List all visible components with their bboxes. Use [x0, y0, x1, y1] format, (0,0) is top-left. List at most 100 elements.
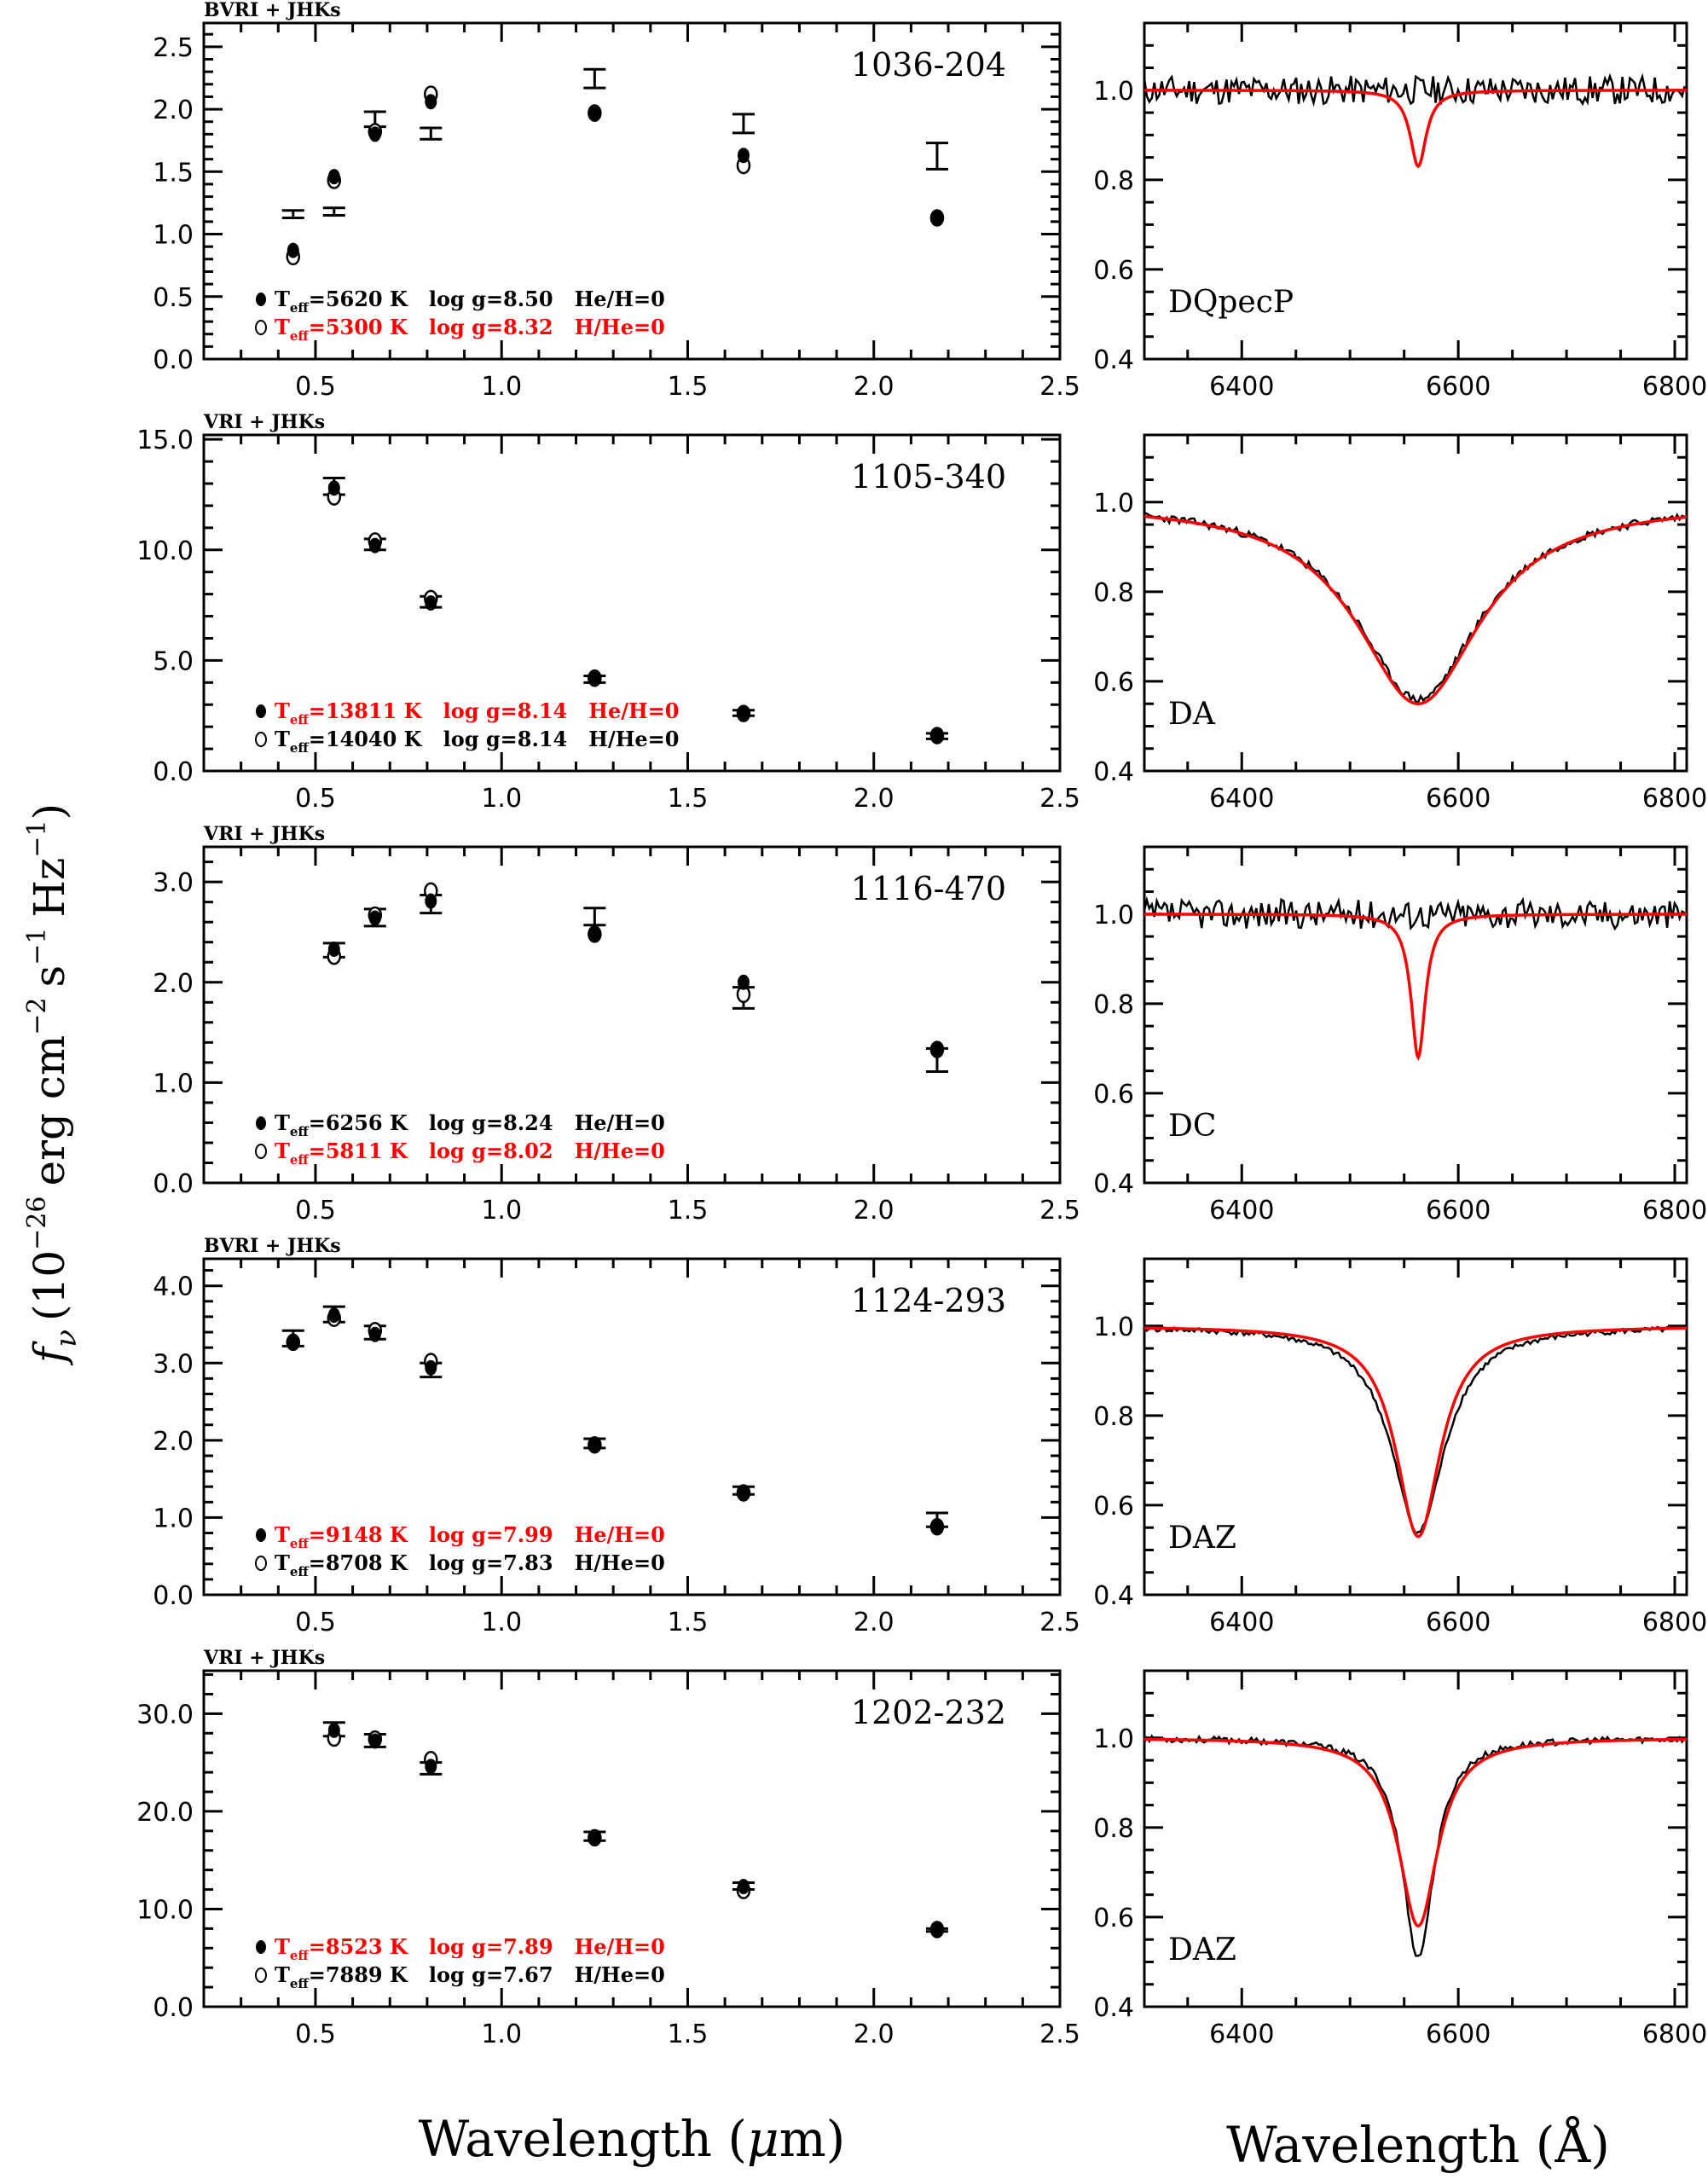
spectrum-plot: 6400 6600 6800 0.4 0.6 0.8 1.0 DAZ: [1093, 1669, 1707, 2049]
model-point-filled: [930, 1040, 943, 1057]
legend-marker-filled: [256, 1528, 266, 1542]
model-spectrum-line: [1144, 1737, 1687, 1928]
y-tick-label: 0.0: [153, 1993, 194, 2023]
legend-marker-open: [255, 1967, 267, 1983]
legend-static: T: [275, 727, 290, 751]
legend-entry: Teff=13811 K log g=8.14 He/H=0: [256, 698, 680, 727]
photometry-frame: [202, 1669, 1062, 2008]
y-tick-label: 0.8: [1093, 578, 1134, 608]
legend-marker-filled: [256, 704, 266, 718]
ylabel-erg: erg cm: [25, 1035, 74, 1186]
x-tick-label: 6400: [1209, 372, 1274, 402]
ylabel-exp26: −26: [22, 1197, 52, 1250]
model-point-filled: [588, 1831, 601, 1846]
left-xlabel-unit: m): [779, 2110, 846, 2168]
model-point-filled: [327, 941, 340, 957]
legend-marker-filled: [256, 1940, 266, 1954]
x-tick-label: 2.5: [1039, 372, 1080, 402]
y-tick-label: 0.8: [1093, 166, 1134, 196]
model-spectrum-line: [1144, 913, 1687, 1061]
spectrum-frame: [1143, 845, 1688, 1185]
legend-static: eff: [290, 712, 310, 727]
legend-value: 5300: [326, 315, 383, 339]
legend-static: eff: [290, 740, 310, 756]
object-name: 1105-340: [851, 458, 1006, 495]
y-tick-label: 0.8: [1093, 1402, 1134, 1432]
legend-static: K log g=: [383, 315, 503, 339]
model-point-filled: [368, 910, 381, 926]
x-tick-label: 6600: [1426, 2020, 1491, 2049]
legend-value: 7.67: [503, 1962, 553, 1987]
legend-static: [553, 1522, 575, 1547]
x-tick-label: 2.5: [1039, 2020, 1080, 2049]
legend-static: T: [275, 698, 290, 723]
y-tick-label: 1.0: [1093, 1313, 1134, 1342]
spectrum-plot: 6400 6600 6800 0.4 0.6 0.8 1.0 DAZ: [1093, 1257, 1707, 1637]
legend-static: T: [275, 287, 290, 311]
legend-marker-open: [255, 320, 267, 335]
legend-text: Teff=13811 K log g=8.14 He/H=0: [275, 698, 680, 727]
ylabel-open: (10: [25, 1250, 74, 1321]
ylabel-expm1b: −1: [22, 820, 52, 857]
model-point-filled: [368, 537, 381, 553]
legend-marker-open: [255, 1144, 267, 1159]
legend-static: K log g=: [383, 1139, 503, 1163]
x-tick-label: 1.0: [481, 2020, 522, 2049]
bands-label: BVRI + JHKs: [204, 0, 341, 21]
legend-static: [553, 1934, 575, 1959]
legend-value: 8.24: [503, 1110, 553, 1135]
panels: 0.5 1.0 1.5 2.0 2.5 0.0 0.5 1.0 1.5 2.0 2.5 BVRI + …: [136, 0, 1707, 2049]
legend-static: =: [309, 1522, 326, 1547]
observed-errorbar: [322, 206, 345, 217]
y-tick-label: 0.0: [153, 345, 194, 375]
legend-value: 8708: [326, 1550, 383, 1575]
legend-value: He/H=0: [575, 287, 665, 311]
observed-errorbar: [583, 67, 606, 90]
ylabel-close: ): [25, 803, 74, 820]
y-tick-label: 2.0: [153, 969, 194, 999]
x-tick-label: 1.5: [668, 372, 709, 402]
observed-errorbar: [925, 142, 948, 171]
y-tick-label: 0.4: [1093, 1169, 1134, 1199]
legend-value: 9148: [326, 1522, 383, 1547]
model-point-filled: [287, 1333, 299, 1349]
legend-text: Teff=14040 K log g=8.14 H/He=0: [275, 727, 680, 756]
x-tick-label: 6400: [1209, 2020, 1274, 2049]
spectral-type: DA: [1168, 697, 1216, 732]
model-spectrum-line: [1143, 514, 1688, 705]
model-spectrum-line: [1144, 89, 1687, 169]
model-point-filled: [930, 727, 943, 744]
x-tick-label: 2.0: [854, 1196, 895, 1226]
legend-entry: Teff=14040 K log g=8.14 H/He=0: [255, 727, 680, 756]
legend-static: [553, 1139, 575, 1163]
legend-value: H/He=0: [575, 315, 665, 339]
legend-entry: Teff=5620 K log g=8.50 He/H=0: [256, 287, 665, 316]
object-name: 1202-232: [851, 1694, 1006, 1731]
observed-errorbar: [420, 126, 443, 141]
panel-1202-232: 0.5 1.0 1.5 2.0 2.5 0.0 10.0 20.0 30.0 VRI + JHKs…: [136, 1647, 1707, 2049]
legend-value: 8.14: [518, 727, 567, 751]
x-tick-label: 2.5: [1039, 1196, 1080, 1226]
legend-static: eff: [290, 328, 310, 344]
spectral-type: DAZ: [1168, 1521, 1236, 1556]
legend-value: He/H=0: [588, 698, 679, 723]
observed-spectrum-line: [1143, 895, 1686, 931]
legend-text: Teff=5811 K log g=8.02 H/He=0: [275, 1139, 665, 1168]
legend-value: 8.14: [518, 698, 567, 723]
y-tick-label: 0.6: [1093, 668, 1134, 698]
photometry-frame: [202, 21, 1062, 361]
x-tick-label: 0.5: [295, 1196, 336, 1226]
legend-static: [553, 1550, 575, 1575]
spectral-type: DQpecP: [1168, 285, 1294, 320]
model-point-filled: [368, 1326, 381, 1342]
model-point-filled: [930, 1921, 943, 1938]
model-point-filled: [588, 1437, 601, 1453]
y-tick-label: 1.0: [153, 1504, 194, 1533]
y-tick-label: 0.4: [1093, 345, 1134, 375]
x-tick-label: 6800: [1642, 2020, 1707, 2049]
y-tick-label: 0.0: [153, 757, 194, 787]
legend-value: 13811: [326, 698, 397, 723]
x-tick-label: 6600: [1426, 1608, 1491, 1637]
x-tick-label: 0.5: [295, 2020, 336, 2049]
legend-value: 6256: [326, 1110, 383, 1135]
